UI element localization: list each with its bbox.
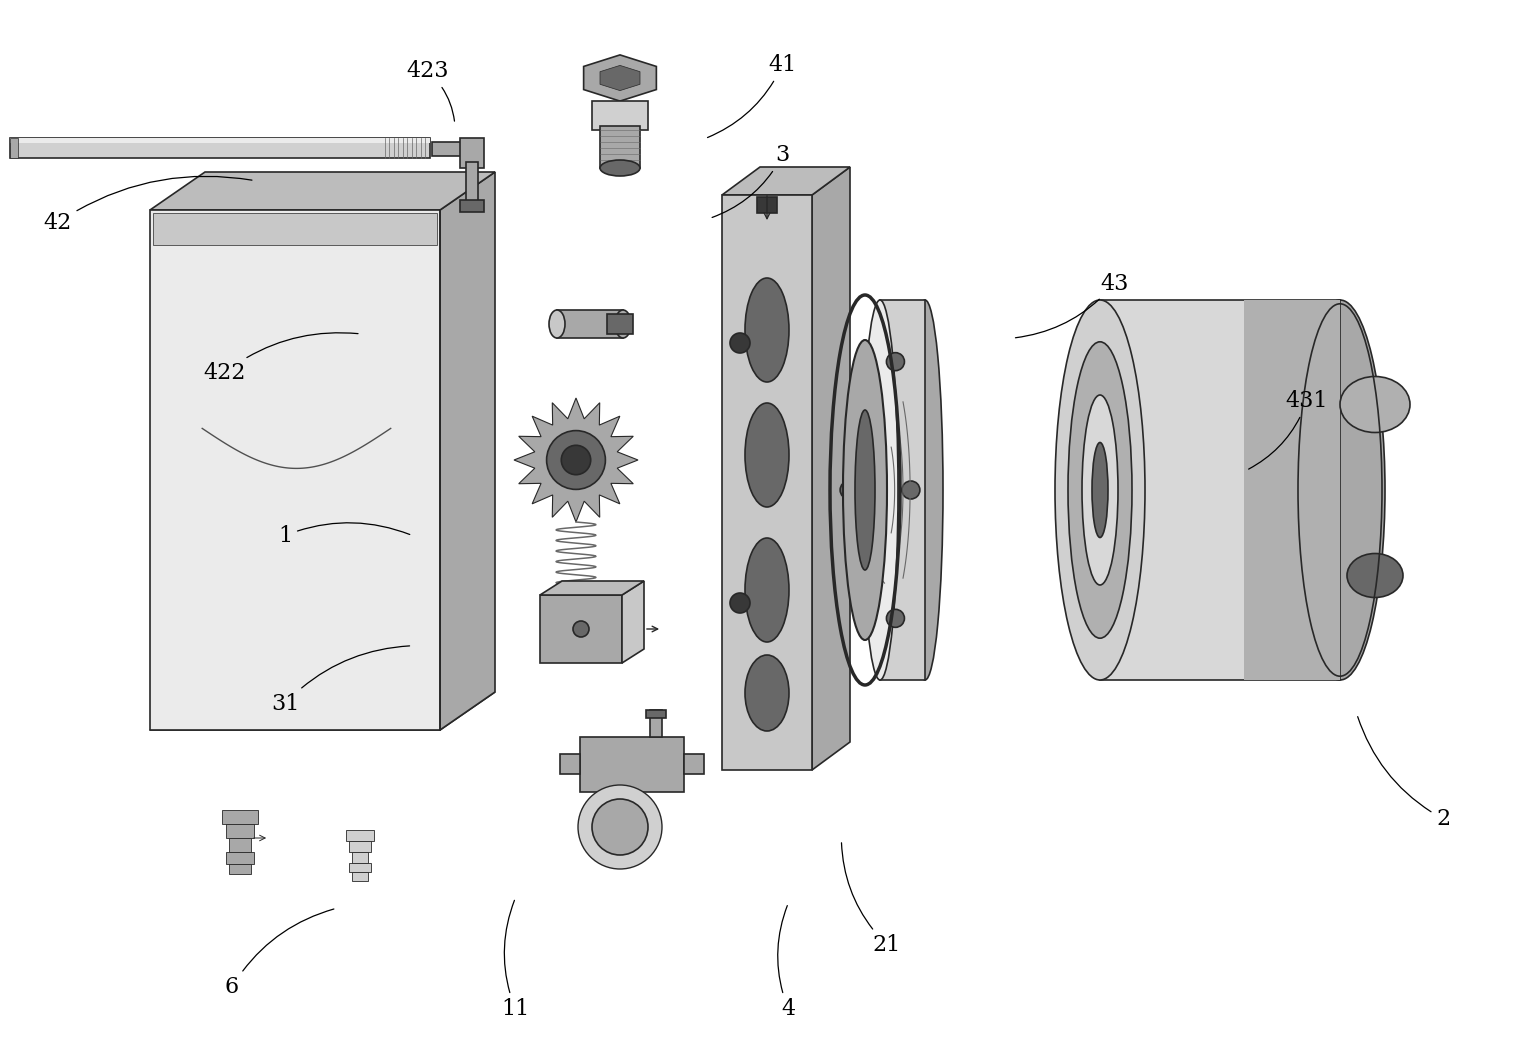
Text: 11: 11	[502, 900, 529, 1020]
Polygon shape	[600, 65, 640, 90]
Ellipse shape	[547, 430, 605, 489]
Polygon shape	[465, 162, 478, 205]
Polygon shape	[559, 754, 581, 774]
Ellipse shape	[549, 310, 565, 338]
Text: 21: 21	[841, 843, 901, 956]
Ellipse shape	[744, 538, 788, 642]
Ellipse shape	[744, 403, 788, 507]
Ellipse shape	[1082, 395, 1117, 585]
Ellipse shape	[855, 353, 873, 371]
Ellipse shape	[744, 278, 788, 382]
Text: 3: 3	[713, 145, 790, 217]
Ellipse shape	[855, 609, 873, 627]
Polygon shape	[459, 200, 484, 212]
Ellipse shape	[731, 333, 750, 353]
Polygon shape	[684, 754, 703, 774]
Ellipse shape	[1340, 377, 1410, 433]
Ellipse shape	[578, 785, 662, 869]
Polygon shape	[229, 838, 252, 852]
Text: 4: 4	[778, 905, 796, 1020]
Text: 1: 1	[277, 523, 409, 546]
Polygon shape	[150, 210, 440, 730]
Ellipse shape	[855, 410, 875, 570]
Ellipse shape	[1055, 300, 1145, 680]
Ellipse shape	[600, 160, 640, 176]
Polygon shape	[226, 852, 255, 864]
Polygon shape	[1101, 300, 1340, 680]
Ellipse shape	[744, 655, 788, 731]
Polygon shape	[352, 873, 368, 881]
Ellipse shape	[1348, 553, 1402, 597]
Ellipse shape	[1092, 442, 1108, 538]
Ellipse shape	[887, 609, 905, 627]
Polygon shape	[11, 138, 431, 143]
Polygon shape	[584, 55, 656, 101]
Polygon shape	[229, 864, 252, 874]
Polygon shape	[153, 213, 437, 245]
Polygon shape	[1245, 300, 1340, 680]
Polygon shape	[606, 314, 634, 334]
Ellipse shape	[731, 593, 750, 613]
Polygon shape	[459, 138, 484, 168]
Polygon shape	[349, 841, 371, 853]
Ellipse shape	[1295, 300, 1386, 680]
Polygon shape	[514, 398, 638, 522]
Text: 42: 42	[44, 176, 252, 233]
Text: 6: 6	[224, 909, 334, 997]
Polygon shape	[593, 101, 647, 130]
Polygon shape	[622, 581, 644, 663]
Polygon shape	[150, 172, 496, 210]
Polygon shape	[221, 810, 258, 824]
Polygon shape	[581, 737, 684, 792]
Ellipse shape	[561, 445, 591, 475]
Ellipse shape	[843, 340, 887, 640]
Text: 422: 422	[203, 333, 358, 383]
Polygon shape	[556, 310, 623, 338]
Polygon shape	[650, 710, 662, 737]
Polygon shape	[600, 126, 640, 168]
Polygon shape	[352, 853, 368, 863]
Text: 43: 43	[1016, 273, 1128, 338]
Polygon shape	[349, 863, 371, 873]
Ellipse shape	[863, 300, 897, 680]
Ellipse shape	[840, 481, 858, 499]
Polygon shape	[11, 138, 431, 158]
Polygon shape	[432, 142, 467, 156]
Ellipse shape	[902, 481, 920, 499]
Polygon shape	[722, 195, 813, 770]
Ellipse shape	[887, 353, 905, 371]
Polygon shape	[11, 138, 18, 158]
Text: 31: 31	[271, 646, 409, 714]
Polygon shape	[540, 581, 644, 595]
Polygon shape	[813, 167, 850, 770]
Text: 423: 423	[406, 61, 455, 121]
Ellipse shape	[593, 799, 647, 855]
Polygon shape	[646, 710, 666, 718]
Text: 41: 41	[708, 55, 796, 138]
Ellipse shape	[907, 300, 943, 680]
Polygon shape	[540, 595, 622, 663]
Polygon shape	[150, 692, 496, 730]
Ellipse shape	[615, 310, 631, 338]
Text: 2: 2	[1358, 717, 1451, 830]
Ellipse shape	[573, 621, 590, 637]
Polygon shape	[440, 172, 496, 730]
Text: 431: 431	[1249, 391, 1328, 469]
Polygon shape	[722, 167, 850, 195]
Polygon shape	[756, 197, 778, 213]
Ellipse shape	[1067, 342, 1132, 638]
Polygon shape	[879, 300, 925, 680]
Polygon shape	[226, 824, 255, 838]
Polygon shape	[346, 830, 374, 841]
